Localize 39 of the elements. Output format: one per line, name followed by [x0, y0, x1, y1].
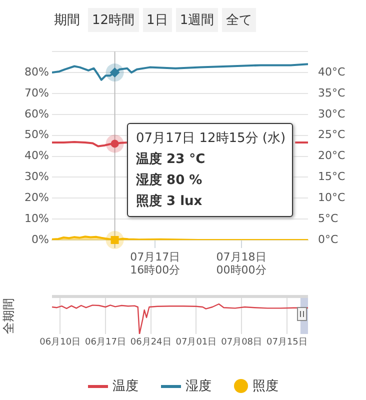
- text: 1週間: [176, 8, 218, 32]
- legend-label: 湿度: [186, 378, 212, 395]
- y-tick-label: 70%: [24, 86, 49, 100]
- y2-tick-label: 40°C: [318, 65, 346, 78]
- y-axis-title: 全期間: [1, 298, 16, 334]
- y2-tick-label: 0°C: [318, 232, 338, 246]
- y2-tick-label: 30°C: [318, 107, 346, 120]
- text: 1日: [142, 8, 172, 32]
- x-tick-label: 07月18日 00時00分: [216, 250, 266, 277]
- y2-tick-label: 5°C: [318, 212, 338, 225]
- annotation: 湿度 80 %: [136, 172, 204, 190]
- annotation: 07月17日 12時15分 (水): [136, 130, 286, 148]
- y-tick-label: 30%: [24, 170, 49, 184]
- y2-tick-label: 25°C: [318, 128, 346, 142]
- legend-label: 温度: [112, 378, 138, 395]
- y-tick-label: 40%: [24, 149, 49, 162]
- y2-tick-label: 20°C: [318, 149, 346, 162]
- annotation: 温度 23 °C: [136, 150, 206, 169]
- y2-tick-label: 15°C: [318, 170, 346, 184]
- x-tick-label: 06月17日: [85, 338, 126, 348]
- x-tick-label: 07月08日: [221, 338, 262, 348]
- legend-label: 照度: [252, 378, 278, 395]
- y-tick-label: 20%: [24, 190, 49, 204]
- text: 期間: [53, 12, 81, 30]
- y-tick-label: 0%: [32, 232, 49, 246]
- text: 12時間: [88, 8, 139, 32]
- text: 全て: [222, 8, 256, 32]
- y-tick-label: 80%: [24, 65, 49, 78]
- annotation: 照度 3 lux: [136, 192, 204, 211]
- y-tick-label: 10%: [24, 212, 49, 225]
- x-tick-label: 07月01日: [176, 338, 217, 348]
- y-tick-label: 50%: [24, 128, 49, 142]
- x-tick-label: 07月15日: [266, 338, 308, 348]
- y2-tick-label: 35°C: [318, 86, 346, 100]
- y2-tick-label: 10°C: [318, 190, 346, 204]
- x-tick-label: 06月24日: [130, 338, 172, 348]
- x-tick-label: 07月17日 16時00分: [130, 250, 180, 277]
- y-tick-label: 60%: [24, 107, 49, 120]
- x-tick-label: 06月10日: [40, 338, 81, 348]
